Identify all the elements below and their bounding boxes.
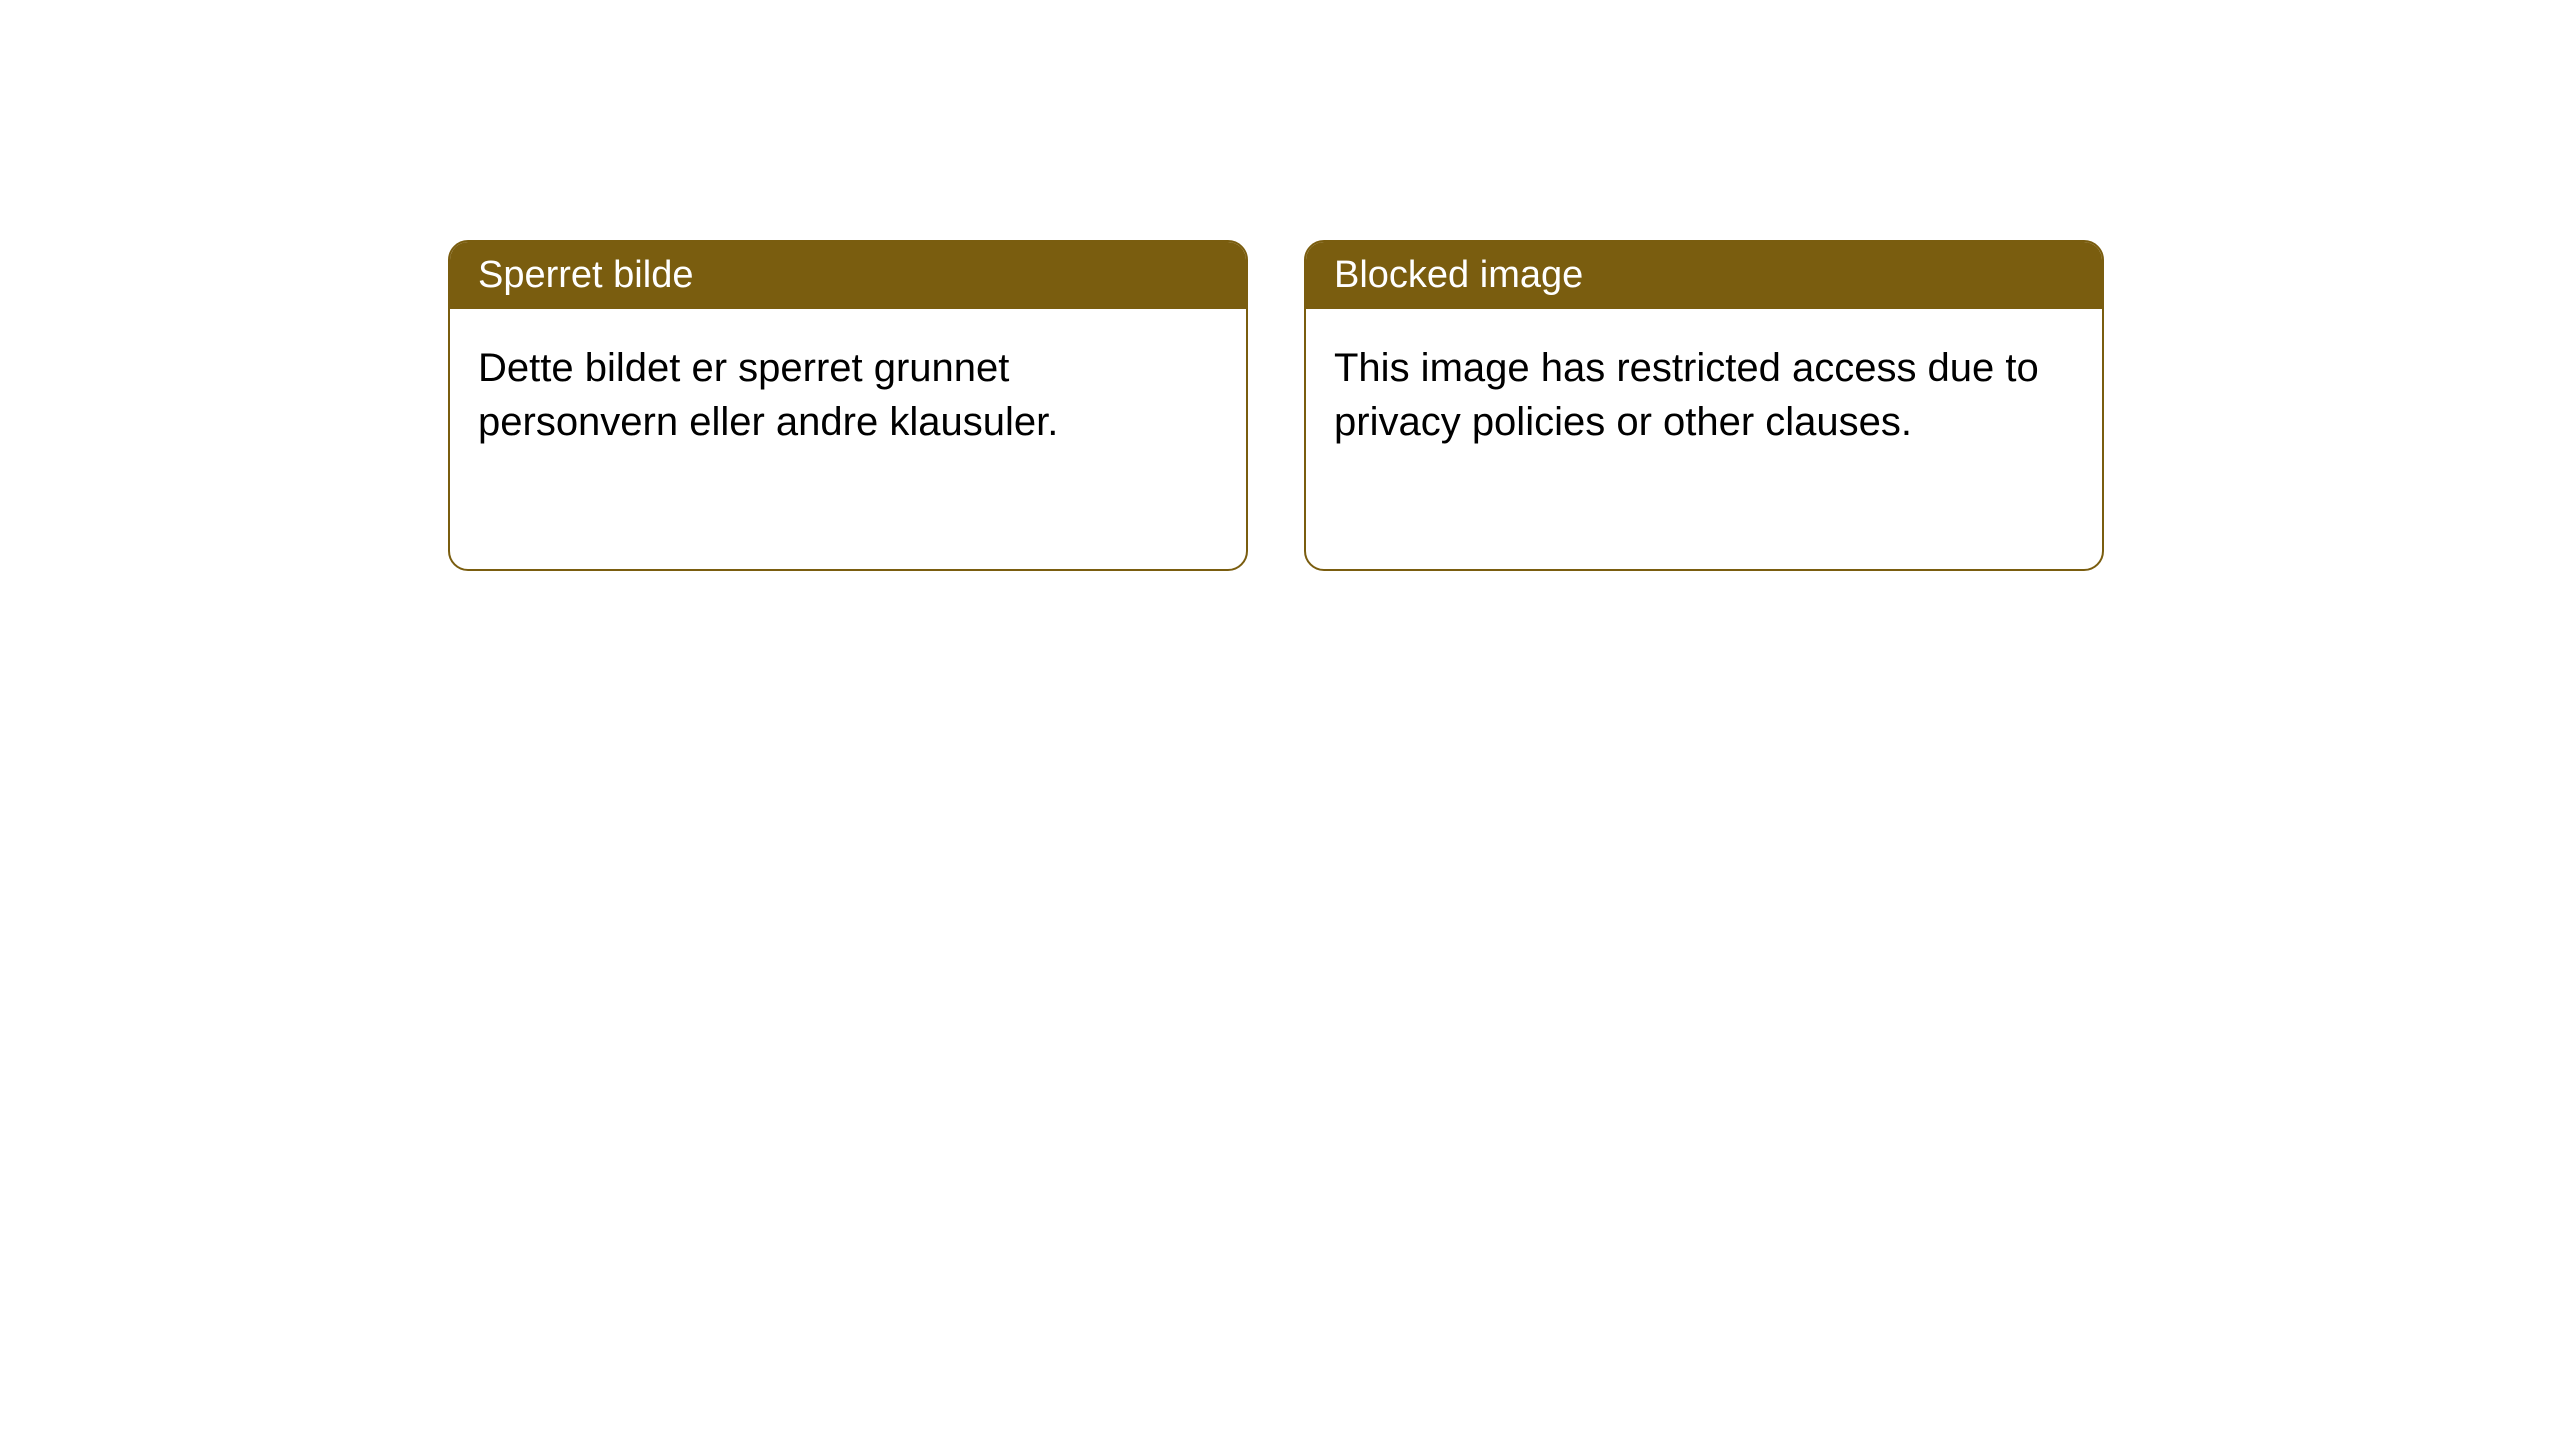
notice-card-body: This image has restricted access due to … bbox=[1306, 309, 2102, 569]
notice-card-header: Sperret bilde bbox=[450, 242, 1246, 309]
notice-card-text: This image has restricted access due to … bbox=[1334, 346, 2039, 444]
notice-card-header: Blocked image bbox=[1306, 242, 2102, 309]
notice-card-title: Sperret bilde bbox=[478, 254, 693, 296]
notice-card-text: Dette bildet er sperret grunnet personve… bbox=[478, 346, 1058, 444]
notice-card-norwegian: Sperret bilde Dette bildet er sperret gr… bbox=[448, 240, 1248, 571]
notice-card-body: Dette bildet er sperret grunnet personve… bbox=[450, 309, 1246, 569]
notice-card-english: Blocked image This image has restricted … bbox=[1304, 240, 2104, 571]
notice-card-title: Blocked image bbox=[1334, 254, 1583, 296]
notice-cards-container: Sperret bilde Dette bildet er sperret gr… bbox=[448, 240, 2104, 571]
